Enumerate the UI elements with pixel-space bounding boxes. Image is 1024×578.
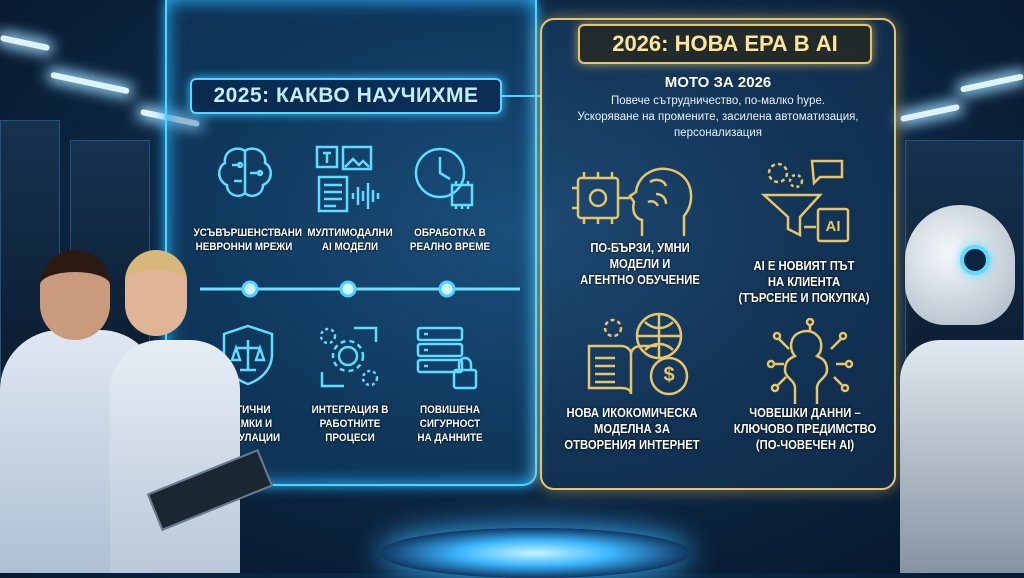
- item-label: ПОВИШЕНА СИГУРНОСТ НА ДАННИТЕ: [417, 404, 483, 444]
- hologram-platform: [380, 528, 690, 578]
- funnel-ai-icon: [760, 159, 850, 243]
- timeline: [200, 280, 520, 298]
- left-panel-title: 2025: КАКВО НАУЧИХМЕ: [190, 78, 502, 114]
- right-panel-2026: [540, 18, 896, 490]
- ceiling-light: [960, 73, 1024, 93]
- motto-text: Повече сътрудничество, по-малко hype. Ус…: [577, 95, 859, 139]
- ceiling-light: [0, 34, 51, 52]
- motto-heading: МОТО ЗА 2026: [664, 74, 772, 91]
- funnel-ai-icon-text: AI: [825, 218, 841, 235]
- scientist-woman-front-head: [40, 250, 110, 340]
- scientist-woman-back: [110, 340, 240, 573]
- scientist-woman-back-head: [125, 250, 187, 336]
- item-label: ПО-БЪРЗИ, УМНИ МОДЕЛИ И АГЕНТНО ОБУЧЕНИЕ: [580, 241, 700, 287]
- clock-chip-icon: [414, 147, 474, 209]
- server-lock-icon: [416, 326, 478, 390]
- item-label: AI Е НОВИЯТ ПЪТ НА КЛИЕНТА (ТЪРСЕНЕ И ПО…: [738, 259, 870, 305]
- person-network-icon: [766, 318, 854, 404]
- item-label: МУЛТИМОДАЛНИ AI МОДЕЛИ: [307, 227, 393, 253]
- item-label: ОБРАБОТКА В РЕАЛНО ВРЕМЕ: [409, 227, 491, 253]
- ceiling-light: [900, 103, 960, 123]
- multimodal-text-image-audio-icon: [315, 145, 380, 213]
- brain-circuit-icon: [218, 147, 272, 197]
- coin-symbol: $: [663, 364, 675, 386]
- book-globe-coin-icon: [587, 312, 689, 396]
- item-label: НОВА ИКОКОМИЧЕСКА МОДЕЛНА ЗА ОТВОРЕНИЯ И…: [564, 406, 700, 452]
- chip-head-brain-icon: [572, 167, 693, 236]
- robot-ear-light: [960, 245, 990, 275]
- item-label: ИНТЕГРАЦИЯ В РАБОТНИТЕ ПРОЦЕСИ: [311, 404, 389, 444]
- ceiling-light: [50, 71, 130, 95]
- right-panel-title: 2026: НОВА ЕРА В AI: [578, 24, 872, 64]
- robot-body: [900, 340, 1024, 573]
- gears-cycle-icon: [319, 326, 379, 388]
- item-label: ЧОВЕШКИ ДАННИ – КЛЮЧОВО ПРЕДИМСТВО (ПО-Ч…: [733, 406, 877, 452]
- item-label: УСЪВЪРШЕНСТВАНИ НЕВРОННИ МРЕЖИ: [193, 227, 302, 253]
- connector-line: [502, 95, 542, 97]
